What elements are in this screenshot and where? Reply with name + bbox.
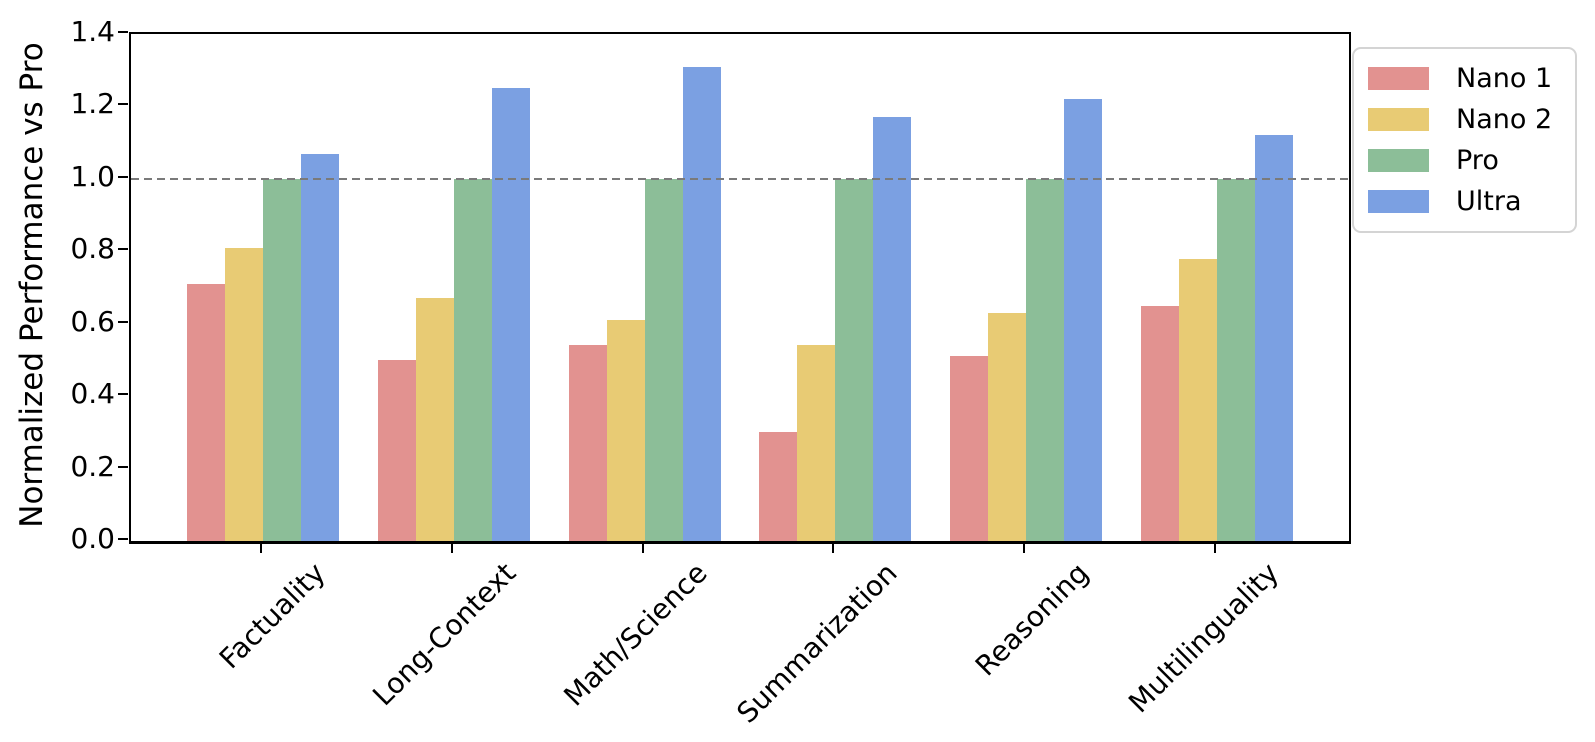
legend-swatch-ultra bbox=[1368, 190, 1429, 213]
bar-ultra-reasoning bbox=[1064, 99, 1102, 541]
y-tick-label-0.0: 0.0 bbox=[70, 522, 115, 555]
bar-nano1-factuality bbox=[187, 284, 225, 541]
reference-line-1.0 bbox=[131, 178, 1349, 180]
y-tick-mark-0.8 bbox=[118, 248, 128, 250]
y-tick-label-0.6: 0.6 bbox=[70, 305, 115, 338]
y-tick-label-0.2: 0.2 bbox=[70, 450, 115, 483]
legend-swatch-nano2 bbox=[1368, 108, 1429, 131]
legend-swatch-pro bbox=[1368, 149, 1429, 172]
y-tick-mark-0.4 bbox=[118, 393, 128, 395]
y-tick-mark-0.2 bbox=[118, 466, 128, 468]
legend-item-nano2: Nano 2 bbox=[1354, 104, 1575, 135]
bar-pro-summarization bbox=[835, 179, 873, 541]
bar-ultra-summarization bbox=[873, 117, 911, 541]
bar-pro-math/science bbox=[645, 179, 683, 541]
bar-nano2-multilinguality bbox=[1179, 259, 1217, 541]
legend-label-nano1: Nano 1 bbox=[1456, 63, 1553, 94]
bar-nano1-multilinguality bbox=[1141, 306, 1179, 541]
bar-pro-factuality bbox=[263, 179, 301, 541]
x-tick-label-math/science: Math/Science bbox=[557, 556, 714, 713]
x-tick-label-factuality: Factuality bbox=[212, 556, 332, 676]
bar-pro-multilinguality bbox=[1217, 179, 1255, 541]
x-tick-mark-multilinguality bbox=[1214, 542, 1216, 553]
legend-label-ultra: Ultra bbox=[1456, 186, 1522, 217]
bar-nano1-long-context bbox=[378, 360, 416, 541]
x-tick-mark-math/science bbox=[642, 542, 644, 553]
bar-pro-long-context bbox=[454, 179, 492, 541]
legend-label-nano2: Nano 2 bbox=[1456, 104, 1553, 135]
bar-ultra-factuality bbox=[301, 154, 339, 541]
bar-pro-reasoning bbox=[1026, 179, 1064, 541]
y-tick-mark-1.0 bbox=[118, 176, 128, 178]
bar-nano1-reasoning bbox=[950, 356, 988, 541]
legend: Nano 1 Nano 2 Pro Ultra bbox=[1352, 47, 1577, 233]
x-tick-label-reasoning: Reasoning bbox=[968, 556, 1095, 683]
legend-label-pro: Pro bbox=[1456, 145, 1499, 176]
x-tick-mark-factuality bbox=[260, 542, 262, 553]
bar-nano2-long-context bbox=[416, 298, 454, 541]
y-tick-label-1.4: 1.4 bbox=[70, 15, 115, 48]
bar-nano1-math/science bbox=[569, 345, 607, 541]
y-tick-mark-0.0 bbox=[118, 538, 128, 540]
x-tick-mark-long-context bbox=[451, 542, 453, 553]
legend-item-pro: Pro bbox=[1354, 145, 1575, 176]
x-tick-label-long-context: Long-Context bbox=[366, 556, 523, 713]
legend-swatch-nano1 bbox=[1368, 67, 1429, 90]
y-tick-mark-0.6 bbox=[118, 321, 128, 323]
bar-nano1-summarization bbox=[759, 432, 797, 541]
bar-nano2-math/science bbox=[607, 320, 645, 541]
x-tick-mark-summarization bbox=[832, 542, 834, 553]
bar-nano2-factuality bbox=[225, 248, 263, 541]
y-tick-label-0.4: 0.4 bbox=[70, 377, 115, 410]
bar-ultra-multilinguality bbox=[1255, 135, 1293, 541]
legend-item-ultra: Ultra bbox=[1354, 186, 1575, 217]
y-tick-mark-1.4 bbox=[118, 31, 128, 33]
y-tick-mark-1.2 bbox=[118, 103, 128, 105]
bar-nano2-reasoning bbox=[988, 313, 1026, 541]
x-tick-label-multilinguality: Multilinguality bbox=[1122, 556, 1286, 720]
y-tick-label-0.8: 0.8 bbox=[70, 232, 115, 265]
y-tick-label-1.0: 1.0 bbox=[70, 160, 115, 193]
bar-ultra-long-context bbox=[492, 88, 530, 541]
x-tick-label-summarization: Summarization bbox=[730, 556, 904, 730]
bar-nano2-summarization bbox=[797, 345, 835, 541]
bar-ultra-math/science bbox=[683, 67, 721, 541]
plot-area bbox=[129, 32, 1351, 544]
y-tick-label-1.2: 1.2 bbox=[70, 87, 115, 120]
x-tick-mark-reasoning bbox=[1023, 542, 1025, 553]
legend-item-nano1: Nano 1 bbox=[1354, 63, 1575, 94]
